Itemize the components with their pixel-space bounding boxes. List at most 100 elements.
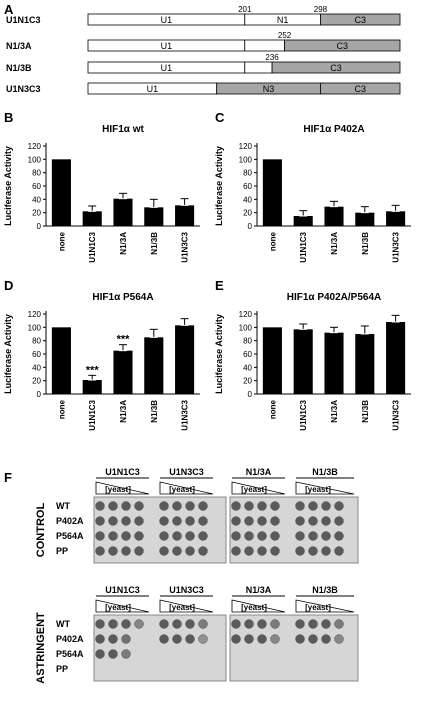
colony-spot bbox=[172, 516, 182, 526]
bar bbox=[175, 205, 195, 226]
colony-spot bbox=[334, 619, 344, 629]
colony-spot bbox=[185, 516, 195, 526]
bar bbox=[144, 207, 164, 226]
segment-label: N3 bbox=[263, 84, 275, 94]
residue-mark: 236 bbox=[265, 53, 279, 62]
condition-label: CONTROL bbox=[35, 503, 47, 558]
colony-spot bbox=[308, 531, 318, 541]
y-tick-label: 80 bbox=[32, 169, 41, 178]
chart-e: HIF1α P402A/P564A Luciferase Activity 0 20 4… bbox=[214, 292, 411, 431]
colony-spot bbox=[95, 516, 105, 526]
colony-spot bbox=[321, 501, 331, 511]
dilution-triangle bbox=[95, 481, 150, 495]
colony-spot bbox=[159, 531, 169, 541]
segment-label: U1 bbox=[161, 41, 173, 51]
yeast-label: [yeast] bbox=[241, 603, 267, 612]
segment-label: C3 bbox=[354, 15, 366, 25]
yeast-label: [yeast] bbox=[105, 603, 131, 612]
category-label: U1N3C3 bbox=[181, 231, 190, 262]
colony-spot bbox=[270, 501, 280, 511]
dilution-triangle bbox=[295, 599, 355, 613]
y-tick-label: 40 bbox=[32, 363, 41, 372]
panel-b-label: B bbox=[4, 110, 14, 125]
category-label: N1/3B bbox=[361, 232, 370, 255]
construct-segment bbox=[244, 61, 273, 74]
strain-header: U1N3C3 bbox=[169, 467, 204, 477]
colony-spot bbox=[244, 501, 254, 511]
colony-spot bbox=[257, 501, 267, 511]
colony-spot bbox=[321, 634, 331, 644]
colony-spot bbox=[231, 634, 241, 644]
yeast-label: [yeast] bbox=[305, 485, 331, 494]
category-label: none bbox=[268, 399, 277, 419]
colony-spot bbox=[270, 546, 280, 556]
colony-spot bbox=[108, 501, 118, 511]
strain-header: N1/3B bbox=[312, 585, 338, 595]
category-label: N1/3B bbox=[361, 400, 370, 423]
genotype-label: P564A bbox=[56, 649, 84, 659]
y-tick-label: 120 bbox=[28, 310, 42, 319]
bar bbox=[262, 159, 282, 226]
colony-spot bbox=[121, 546, 131, 556]
y-tick-label: 20 bbox=[243, 377, 252, 386]
y-tick-label: 20 bbox=[243, 209, 252, 218]
category-label: U1N3C3 bbox=[392, 399, 401, 430]
panel-e-label: E bbox=[215, 278, 224, 293]
chart-title: HIF1α wt bbox=[102, 124, 144, 135]
significance-mark: *** bbox=[86, 364, 100, 376]
dilution-triangle bbox=[95, 599, 150, 613]
colony-spot bbox=[334, 516, 344, 526]
construct-name: N1/3A bbox=[6, 41, 32, 51]
colony-spot bbox=[270, 516, 280, 526]
colony-spot bbox=[172, 619, 182, 629]
colony-spot bbox=[295, 516, 305, 526]
colony-spot bbox=[172, 531, 182, 541]
colony-spot bbox=[231, 546, 241, 556]
category-label: N1/3A bbox=[330, 400, 339, 423]
colony-spot bbox=[270, 531, 280, 541]
genotype-label: PP bbox=[56, 546, 68, 556]
category-label: U1N1C3 bbox=[88, 231, 97, 262]
y-tick-label: 80 bbox=[243, 169, 252, 178]
colony-spot bbox=[121, 634, 131, 644]
colony-spot bbox=[108, 516, 118, 526]
colony-spot bbox=[159, 634, 169, 644]
genotype-label: WT bbox=[56, 501, 70, 511]
colony-spot bbox=[95, 546, 105, 556]
strain-header: N1/3A bbox=[246, 585, 272, 595]
category-label: none bbox=[268, 231, 277, 251]
colony-spot bbox=[321, 619, 331, 629]
spot-assay: U1N1C3 [yeast] U1N3C3 [yeast] N1/3A [yeast] N1… bbox=[35, 467, 359, 684]
bar bbox=[51, 327, 71, 394]
bar bbox=[324, 206, 344, 226]
y-tick-label: 80 bbox=[32, 337, 41, 346]
chart-title: HIF1α P564A bbox=[92, 292, 153, 303]
dilution-triangle bbox=[159, 599, 214, 613]
colony-spot bbox=[295, 619, 305, 629]
colony-spot bbox=[198, 619, 208, 629]
colony-spot bbox=[185, 501, 195, 511]
colony-spot bbox=[295, 546, 305, 556]
colony-spot bbox=[257, 546, 267, 556]
construct-name: U1N1C3 bbox=[6, 15, 41, 25]
colony-spot bbox=[244, 619, 254, 629]
colony-spot bbox=[95, 619, 105, 629]
colony-spot bbox=[244, 516, 254, 526]
construct-segment bbox=[284, 39, 401, 52]
y-tick-label: 120 bbox=[28, 142, 42, 151]
colony-spot bbox=[108, 531, 118, 541]
colony-spot bbox=[172, 634, 182, 644]
colony-spot bbox=[244, 531, 254, 541]
bar bbox=[175, 325, 195, 394]
colony-spot bbox=[308, 546, 318, 556]
colony-spot bbox=[257, 516, 267, 526]
dilution-triangle bbox=[295, 481, 355, 495]
category-label: U1N1C3 bbox=[299, 399, 308, 430]
y-tick-label: 100 bbox=[239, 155, 253, 164]
y-tick-label: 100 bbox=[239, 323, 253, 332]
bar bbox=[293, 216, 313, 226]
bar bbox=[293, 329, 313, 394]
y-tick-label: 100 bbox=[28, 155, 42, 164]
colony-spot bbox=[134, 619, 144, 629]
colony-spot bbox=[95, 531, 105, 541]
